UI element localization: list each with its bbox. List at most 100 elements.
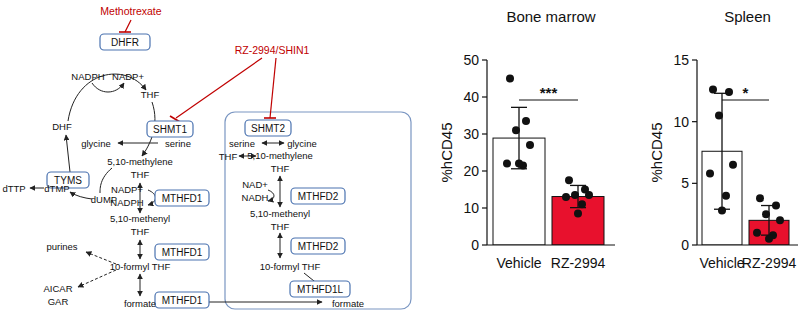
metabolite-label: THF [219,151,238,162]
data-point [706,169,714,177]
inhibitor-label: Methotrexate [100,5,161,17]
y-tick-label: 10 [673,114,689,130]
data-point [729,161,737,169]
metabolite-label: dTTP [2,183,25,194]
y-tick [692,183,697,184]
data-point [585,191,593,199]
pathway-diagram: MethotrexateRZ-2994/SHIN1DHFRSHMT1SHMT2T… [2,5,411,309]
y-tick [692,121,697,122]
y-tick [482,96,487,97]
inhibition-line [270,58,276,118]
metabolite-label: NADPH [110,197,143,208]
y-tick-label: 20 [463,163,479,179]
significance-label: * [743,84,749,101]
enzyme-box [155,292,209,308]
dashed-arrow [78,270,116,287]
significance-label: *** [540,84,558,101]
x-axis [697,244,798,245]
y-tick [482,59,487,60]
metabolite-label: 5,10-methylene [107,156,172,167]
data-point [574,210,582,218]
data-point [722,192,730,200]
y-tick [692,59,697,60]
error-bar [570,185,586,207]
data-point [565,176,573,184]
enzyme-label: SHMT1 [153,124,187,135]
chart-title: Spleen [724,8,771,25]
error-bar [761,206,777,236]
data-point [776,216,784,224]
chart-title: Bone marrow [506,8,595,25]
data-point [522,117,530,125]
data-point [503,160,511,168]
metabolite-label: THF [271,163,290,174]
plot-area [493,75,604,246]
axis-label: %hCD45 [648,122,665,182]
data-point [526,141,534,149]
metabolite-label: NADP+ [111,184,143,195]
metabolite-label: DHF [52,121,72,132]
reaction-arrow [140,240,141,259]
enzyme-label: MTHFD1L [297,284,344,295]
enzyme-box [290,281,350,297]
metabolite-label: AICAR [43,283,72,294]
enzyme-box [147,121,193,137]
y-tick [692,244,697,245]
inhibition-bar [264,117,276,119]
y-axis [486,60,487,245]
y-tick-label: 50 [463,52,479,68]
metabolite-label: 5,10-methylene [247,150,312,161]
y-tick [482,170,487,171]
inhibition-bar [119,31,131,33]
reaction-arrow [66,135,70,172]
y-tick-label: 40 [463,89,479,105]
data-point [765,235,773,243]
mitochondrion [225,112,411,309]
inhibition-line [125,20,131,32]
metabolite-label: formate [124,298,156,309]
metabolite-label: purines [46,241,77,252]
error-bar [714,93,730,209]
x-tick-label: Vehicle [496,255,541,271]
reaction-arrow [280,176,281,207]
metabolite-label: 5,10-methenyl [250,208,310,219]
data-point [725,88,733,96]
x-axis [487,244,615,245]
enzyme-box [291,238,345,254]
y-tick-label: 0 [681,237,689,253]
x-tick-label: RZ-2994 [551,255,606,271]
y-tick-label: 5 [681,175,689,191]
bar-chart: Bone marrow%hCD4501020304050VehicleRZ-29… [438,8,615,271]
metabolite-label: dTMP [44,183,69,194]
x-tick-label: Vehicle [699,255,744,271]
reaction-arrow [92,83,124,92]
bar-chart: Spleen%hCD45051015VehicleRZ-2994* [648,8,798,271]
enzyme-label: SHMT2 [251,123,285,134]
enzyme-label: DHFR [111,37,139,48]
y-axis [696,60,697,245]
data-point [506,75,514,83]
inhibition-line [176,58,262,118]
metabolite-label: serine [229,138,255,149]
data-point [562,193,570,201]
metabolite-label: NADH [242,192,269,203]
reaction-arrow [30,188,44,189]
metabolite-label: glycine [287,138,317,149]
enzyme-label: MTHFD2 [298,191,339,202]
metabolite-label: THF [131,226,150,237]
axis-label: %hCD45 [438,122,455,182]
metabolite-label: THF [141,89,160,100]
y-tick-label: 10 [463,200,479,216]
plot-area [702,86,789,245]
metabolite-label: serine [165,138,191,149]
metabolite-label: NADP+ [112,71,144,82]
data-point [756,194,764,202]
reaction-arrow [268,190,274,201]
reaction-arrow [148,190,156,205]
enzyme-label: MTHFD1 [162,295,203,306]
y-tick-label: 0 [471,237,479,253]
y-tick [482,244,487,245]
enzyme-box [155,190,209,206]
metabolite-label: glycine [81,138,111,149]
metabolite-label: THF [131,169,150,180]
